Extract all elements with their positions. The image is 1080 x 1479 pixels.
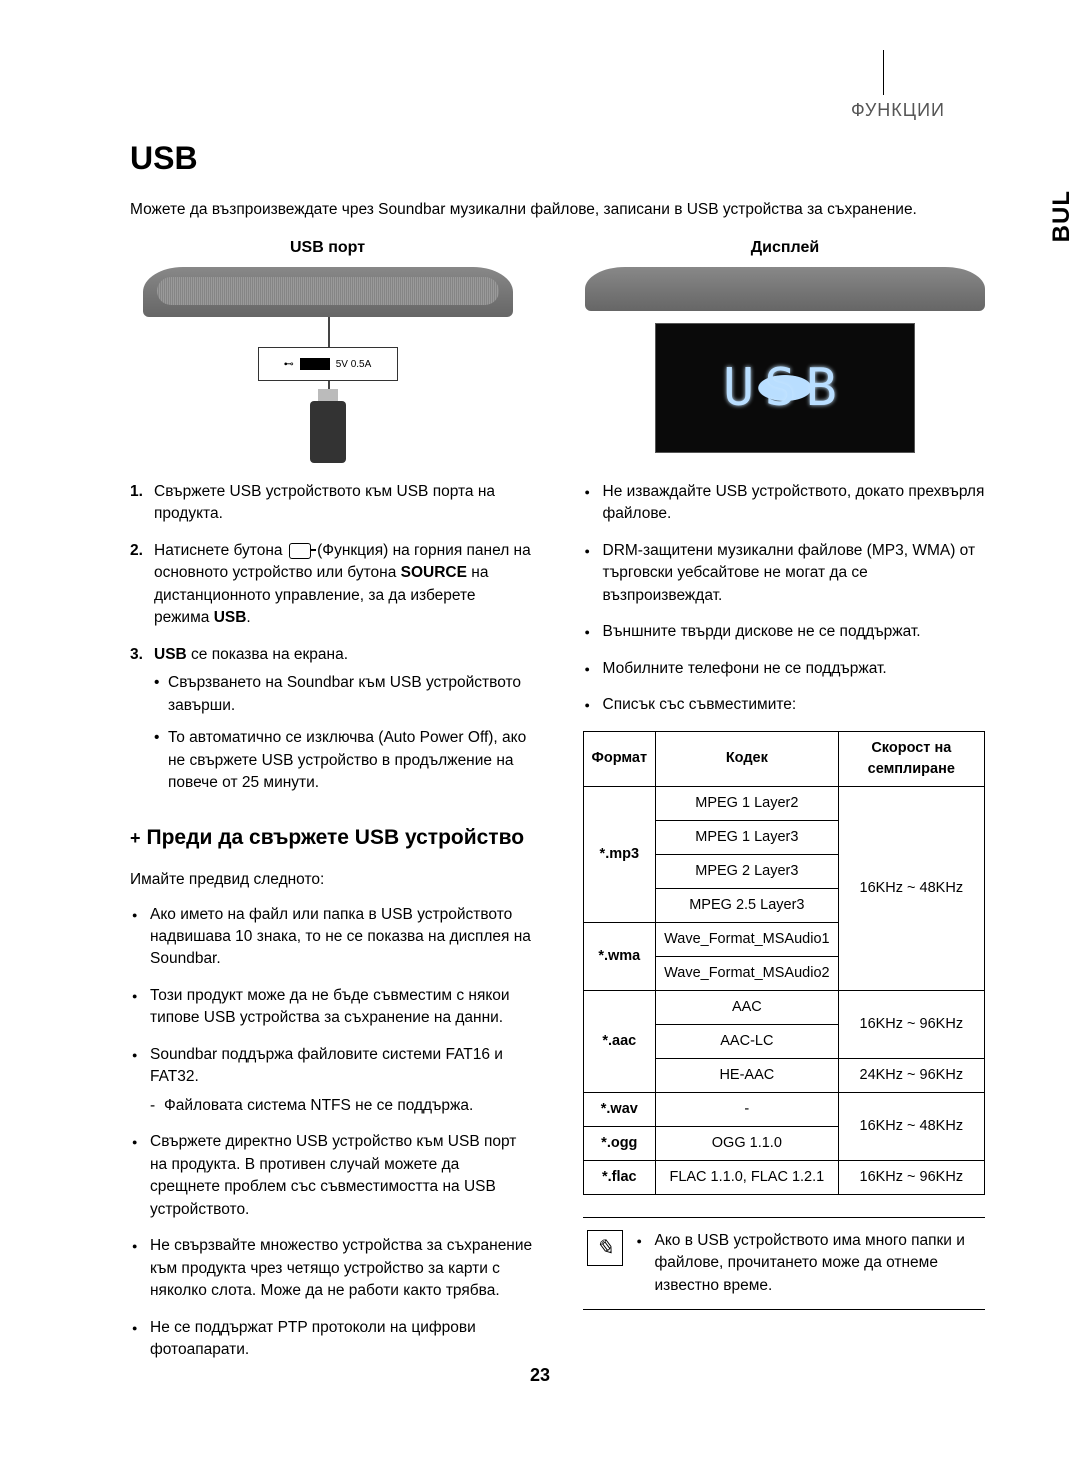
- figure-display: USB: [585, 267, 985, 457]
- list-item: Ако името на файл или папка в USB устрой…: [130, 904, 533, 971]
- list-item: Не изваждайте USB устройството, докато п…: [583, 481, 986, 526]
- step-3-sub-1: Свързването на Soundbar към USB устройст…: [154, 672, 533, 717]
- display-text: USB: [723, 358, 847, 418]
- list-item: Списък със съвместимите:: [583, 694, 986, 716]
- fmt-mp3: *.mp3: [583, 786, 656, 922]
- list-item: Мобилните телефони не се поддържат.: [583, 658, 986, 680]
- list-sub-item: Файловата система NTFS не се поддържа.: [150, 1095, 533, 1117]
- fmt-ogg: *.ogg: [583, 1126, 656, 1160]
- right-bullets: Не изваждайте USB устройството, докато п…: [583, 481, 986, 717]
- function-button-icon: [289, 543, 311, 559]
- figure-left-label: USB порт: [130, 239, 525, 257]
- section-header: ФУНКЦИИ: [851, 100, 945, 121]
- subheading: +Преди да свържете USB устройство: [130, 823, 533, 853]
- header-divider: [883, 50, 884, 95]
- language-tab: BUL: [1048, 190, 1076, 242]
- list-item: DRM-защитени музикални файлове (MP3, WMA…: [583, 540, 986, 607]
- note-box: ✎ Ако в USB устройството има много папки…: [583, 1217, 986, 1310]
- step-3: 3. USB се показва на екрана. Свързването…: [130, 644, 533, 795]
- usb-stick-icon: [310, 401, 346, 463]
- page-title: USB: [130, 140, 985, 177]
- list-item: Външните твърди дискове не се поддържат.: [583, 621, 986, 643]
- th-rate: Скорост на семплиране: [838, 731, 984, 786]
- th-format: Формат: [583, 731, 656, 786]
- fmt-wma: *.wma: [583, 922, 656, 990]
- figures-row: USB порт ⊷5V 0.5A Дисплей USB: [130, 239, 985, 457]
- figure-usb-port: ⊷5V 0.5A: [143, 267, 513, 457]
- page-number: 23: [530, 1365, 550, 1386]
- fmt-wav: *.wav: [583, 1092, 656, 1126]
- list-item: Не се поддържат PTP протоколи на цифрови…: [130, 1317, 533, 1362]
- note-icon: ✎: [587, 1230, 623, 1266]
- port-voltage-text: 5V 0.5A: [336, 359, 372, 370]
- list-item: Свържете директно USB устройство към USB…: [130, 1131, 533, 1221]
- list-item: Soundbar поддържа файловите системи FAT1…: [130, 1044, 533, 1117]
- steps-list: 1. Свържете USB устройството към USB пор…: [130, 481, 533, 795]
- fmt-aac: *.aac: [583, 990, 656, 1092]
- list-item: Не свързвайте множество устройства за съ…: [130, 1235, 533, 1302]
- right-column: Не изваждайте USB устройството, докато п…: [583, 481, 986, 1310]
- intro-text: Можете да възпроизвеждате чрез Soundbar …: [130, 201, 985, 219]
- list-item: Този продукт може да не бъде съвместим с…: [130, 985, 533, 1030]
- figure-right-label: Дисплей: [585, 239, 985, 257]
- step-2: 2. Натиснете бутона (Функция) на горния …: [130, 540, 533, 630]
- step-1: 1. Свържете USB устройството към USB пор…: [130, 481, 533, 526]
- th-codec: Кодек: [656, 731, 838, 786]
- codec-table: Формат Кодек Скорост на семплиране *.mp3…: [583, 731, 986, 1195]
- subhead-intro: Имайте предвид следното:: [130, 869, 533, 891]
- left-bullets: Ако името на файл или папка в USB устрой…: [130, 904, 533, 1362]
- fmt-flac: *.flac: [583, 1160, 656, 1194]
- left-column: 1. Свържете USB устройството към USB пор…: [130, 481, 533, 1376]
- step-3-sub-2: То автоматично се изключва (Auto Power O…: [154, 727, 533, 794]
- note-text: Ако в USB устройството има много папки и…: [635, 1230, 982, 1297]
